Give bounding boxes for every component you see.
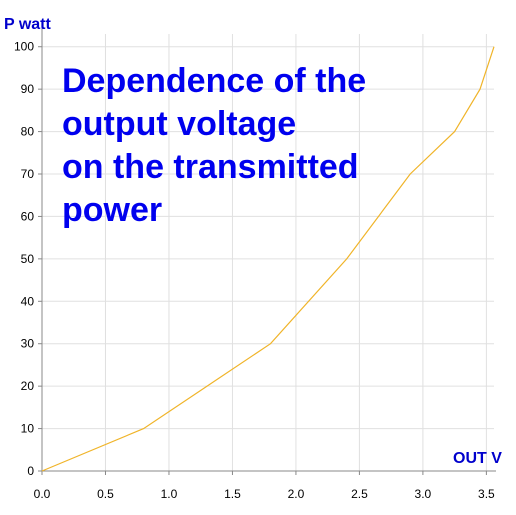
y-tick-label: 90 — [21, 82, 35, 96]
x-tick-label: 3.5 — [478, 487, 495, 501]
chart-title: Dependence of the output voltage on the … — [62, 60, 366, 232]
y-tick-label: 60 — [21, 209, 35, 223]
x-tick-label: 0.0 — [34, 487, 51, 501]
y-tick-labels: 0 10 20 30 40 50 60 70 80 90 100 — [14, 40, 34, 478]
x-tick-label: 0.5 — [97, 487, 114, 501]
y-axis-label: P watt — [4, 16, 51, 33]
chart-title-line: output voltage — [62, 105, 297, 143]
y-tick-label: 20 — [21, 379, 35, 393]
y-tick-label: 80 — [21, 125, 35, 139]
x-axis-label: OUT V — [453, 450, 502, 467]
series-line — [41, 46, 495, 472]
y-tick-label: 70 — [21, 167, 35, 181]
axes — [38, 24, 496, 475]
chart-title-line: power — [62, 191, 163, 229]
x-tick-label: 1.5 — [224, 487, 241, 501]
x-tick-label: 2.5 — [351, 487, 368, 501]
y-tick-label: 0 — [27, 464, 34, 478]
x-tick-label: 1.0 — [161, 487, 178, 501]
y-tick-label: 50 — [21, 252, 35, 266]
x-tick-label: 2.0 — [288, 487, 305, 501]
x-tick-labels: 0.0 0.5 1.0 1.5 2.0 2.5 3.0 3.5 — [34, 487, 495, 501]
y-tick-label: 40 — [21, 294, 35, 308]
y-tick-label: 30 — [21, 337, 35, 351]
x-tick-label: 3.0 — [415, 487, 432, 501]
y-tick-label: 10 — [21, 422, 35, 436]
chart-title-line: on the transmitted — [62, 148, 359, 186]
data-series — [41, 46, 495, 472]
y-tick-label: 100 — [14, 40, 34, 54]
chart-title-line: Dependence of the — [62, 62, 367, 100]
